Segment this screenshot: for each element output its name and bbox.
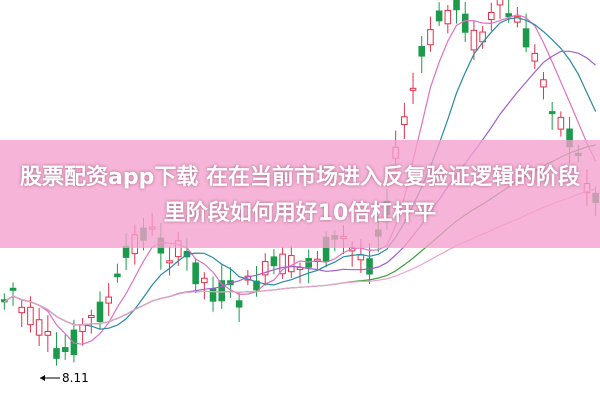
candle [435, 10, 443, 22]
candle [505, 13, 512, 18]
candle [453, 0, 460, 11]
candle [270, 256, 278, 267]
candle [261, 261, 269, 276]
candle [105, 296, 112, 304]
candle [61, 347, 69, 353]
candle [461, 13, 469, 33]
candle [96, 301, 104, 323]
candle [209, 288, 217, 302]
candle [470, 29, 478, 51]
candle [201, 277, 208, 284]
candle [366, 258, 373, 275]
low-arrow-head [40, 375, 45, 381]
candle [557, 116, 565, 130]
candle [192, 262, 199, 285]
candle [79, 324, 86, 332]
candle [35, 319, 43, 336]
candle [540, 79, 547, 88]
moving-average [3, 17, 597, 330]
candle [166, 260, 173, 264]
candle [122, 245, 130, 258]
candle [235, 300, 243, 308]
candle [531, 52, 539, 62]
candle [409, 87, 417, 91]
candle [44, 331, 52, 336]
candle [27, 306, 34, 326]
candle [114, 273, 121, 278]
candle [514, 16, 521, 23]
candle [53, 348, 60, 359]
moving-average [3, 14, 597, 345]
candle [522, 28, 530, 48]
candle [218, 280, 226, 302]
candle [548, 111, 556, 115]
candle [305, 258, 312, 268]
candle [496, 0, 504, 6]
title: 股票配资app下载 在在当前市场进入反复验证逻辑的阶段里阶段如何用好10倍杠杆平 [19, 165, 580, 226]
low-price-label: 8.11 [62, 371, 89, 385]
candle [418, 46, 426, 57]
candle [88, 315, 95, 319]
candle [288, 255, 295, 273]
candle [427, 29, 434, 46]
candle [401, 116, 408, 126]
candle [18, 306, 26, 314]
candle [444, 9, 452, 25]
candle [357, 254, 365, 261]
candle [279, 253, 286, 275]
banner [0, 140, 600, 248]
candle [488, 12, 495, 21]
candle [253, 280, 260, 291]
candle [9, 287, 17, 291]
